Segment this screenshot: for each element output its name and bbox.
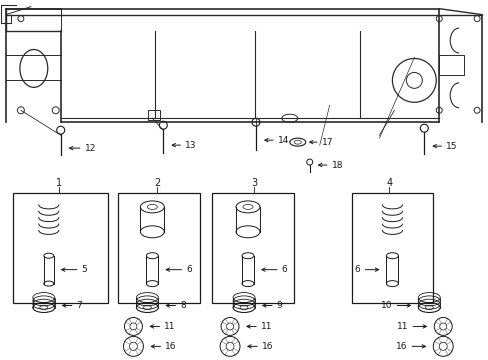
Text: 12: 12 bbox=[84, 144, 96, 153]
Bar bbox=[212, 193, 293, 302]
Text: 11: 11 bbox=[396, 322, 407, 331]
Text: 14: 14 bbox=[277, 136, 289, 145]
Text: 1: 1 bbox=[56, 178, 61, 188]
Text: 5: 5 bbox=[81, 265, 87, 274]
Text: 4: 4 bbox=[386, 178, 392, 188]
Text: 18: 18 bbox=[331, 161, 343, 170]
Bar bbox=[438, 55, 463, 75]
Text: 9: 9 bbox=[276, 301, 282, 310]
Text: 6: 6 bbox=[186, 265, 192, 274]
Bar bbox=[351, 193, 432, 302]
Text: 10: 10 bbox=[380, 301, 392, 310]
Text: 11: 11 bbox=[261, 322, 272, 331]
Text: 16: 16 bbox=[165, 342, 177, 351]
Text: 16: 16 bbox=[395, 342, 407, 351]
Text: 13: 13 bbox=[185, 141, 196, 150]
Text: 6: 6 bbox=[354, 265, 360, 274]
Text: 6: 6 bbox=[281, 265, 287, 274]
Text: 7: 7 bbox=[77, 301, 82, 310]
Text: 2: 2 bbox=[154, 178, 160, 188]
Text: 11: 11 bbox=[164, 322, 176, 331]
Text: 8: 8 bbox=[180, 301, 185, 310]
Text: 17: 17 bbox=[321, 138, 332, 147]
Text: 15: 15 bbox=[446, 141, 457, 150]
Bar bbox=[118, 193, 200, 302]
Text: 3: 3 bbox=[250, 178, 257, 188]
Bar bbox=[148, 110, 160, 120]
Text: 16: 16 bbox=[262, 342, 273, 351]
Bar bbox=[13, 193, 107, 302]
